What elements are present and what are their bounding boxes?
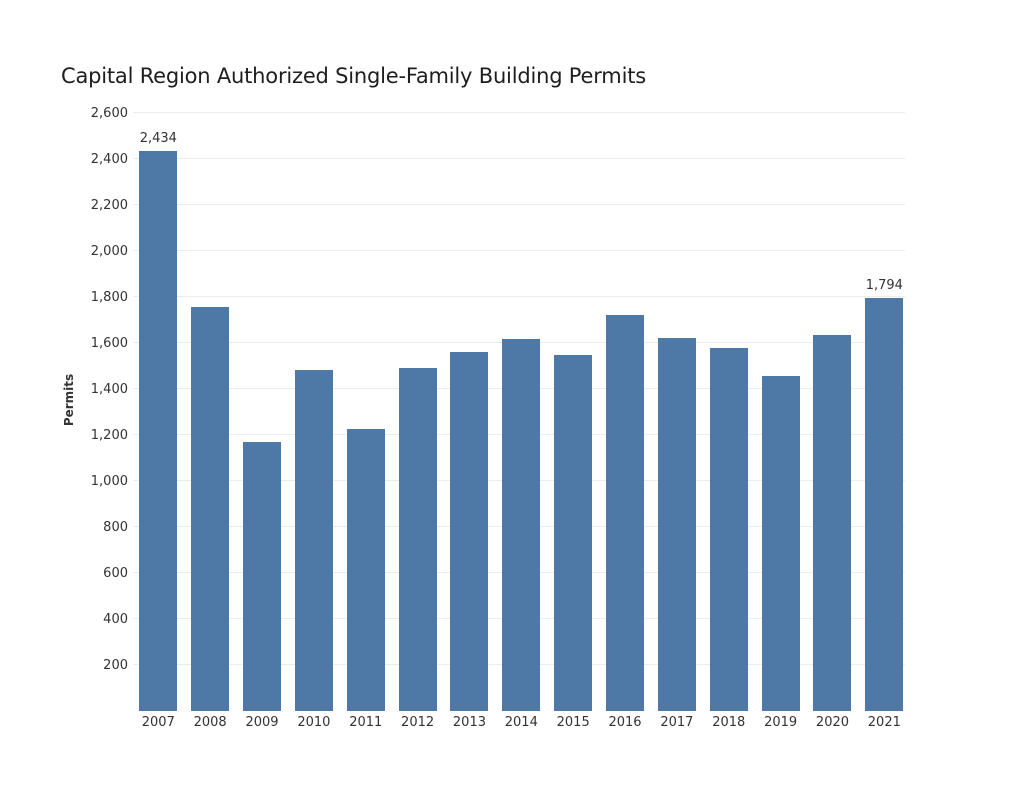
bar-2020[interactable] [813,335,852,711]
y-tick-label: 600 [103,566,128,581]
bar-value-label: 1,794 [865,278,903,294]
x-tick-label: 2012 [401,715,435,730]
y-tick-label: 1,600 [90,336,128,351]
y-tick-label: 800 [103,520,128,535]
bar-2012[interactable] [398,367,437,711]
bar-2011[interactable] [346,429,385,711]
gridline [133,112,905,113]
x-tick-label: 2016 [608,715,642,730]
x-tick-label: 2015 [556,715,590,730]
bar-2010[interactable] [294,369,333,711]
y-tick-label: 2,000 [90,244,128,259]
bar-2019[interactable] [761,375,800,711]
x-tick-label: 2019 [764,715,798,730]
x-tick-label: 2021 [867,715,901,730]
x-tick-label: 2017 [660,715,694,730]
bar-2015[interactable] [554,354,593,711]
x-tick-label: 2020 [815,715,850,730]
x-tick-label: 2008 [193,715,227,730]
bar-2014[interactable] [502,338,541,711]
bar-2016[interactable] [606,314,645,711]
bar-2009[interactable] [243,442,282,711]
x-tick-label: 2011 [349,715,383,730]
gridline [133,204,905,205]
y-tick-label: 2,400 [90,152,128,167]
gridline [133,296,905,297]
x-tick-label: 2013 [452,715,486,730]
y-tick-label: 400 [103,612,128,627]
x-tick-label: 2010 [297,715,331,730]
plot-area: 2,434 1,794 [133,112,905,711]
chart-title: Capital Region Authorized Single-Family … [61,64,646,88]
y-tick-label: 1,800 [90,290,128,305]
y-tick-label: 200 [103,658,128,673]
y-tick-label: 1,000 [90,474,128,489]
bar-2013[interactable] [450,351,489,711]
x-tick-label: 2018 [712,715,746,730]
bar-2008[interactable] [191,307,230,711]
bar-2021[interactable] [865,298,904,711]
y-tick-label: 2,600 [90,106,128,121]
bar-value-label: 2,434 [139,131,177,147]
gridline [133,250,905,251]
x-tick-label: 2014 [504,715,538,730]
x-tick-label: 2009 [245,715,279,730]
bar-2018[interactable] [709,348,748,711]
y-tick-label: 1,200 [90,428,128,443]
gridline [133,158,905,159]
y-tick-label: 1,400 [90,382,128,397]
bar-2007[interactable] [139,151,178,711]
y-tick-label: 2,200 [90,198,128,213]
x-tick-label: 2007 [141,715,175,730]
bar-2017[interactable] [657,338,696,711]
